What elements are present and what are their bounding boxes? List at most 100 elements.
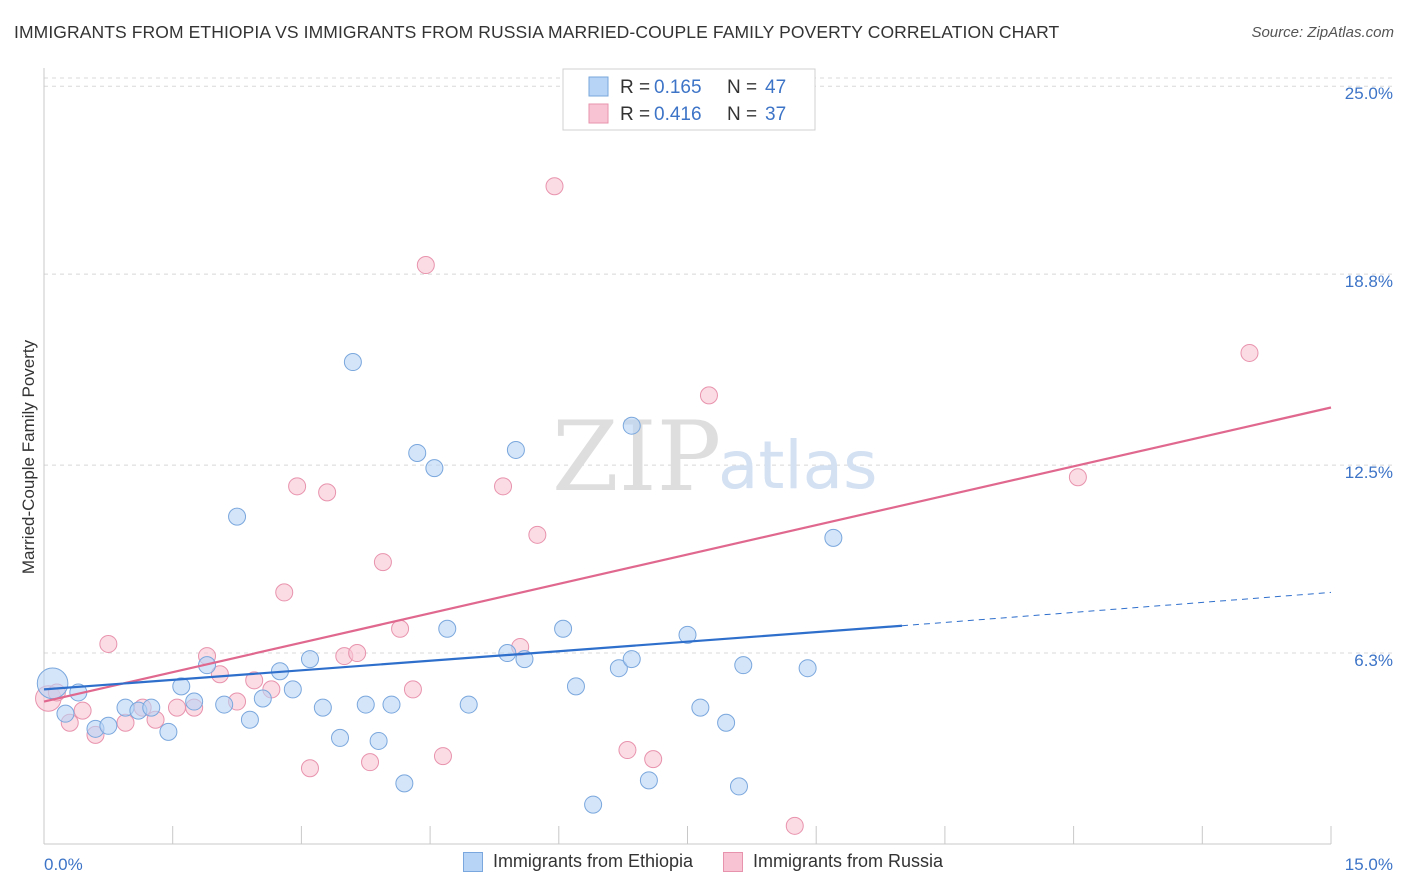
legend-item-russia[interactable]: Immigrants from Russia xyxy=(723,851,943,872)
ethiopia-point xyxy=(356,695,375,714)
legend-n-value-ethiopia: 47 xyxy=(765,77,786,98)
legend-n-value-russia: 37 xyxy=(765,104,786,125)
ethiopia-point xyxy=(622,416,641,435)
russia-point xyxy=(318,483,337,502)
russia-point xyxy=(99,634,118,653)
russia-point xyxy=(391,619,410,638)
ethiopia-point xyxy=(331,728,350,747)
legend-r-label: R = xyxy=(620,104,650,125)
ethiopia-point xyxy=(717,713,736,732)
russia-point xyxy=(494,477,513,496)
ethiopia-point xyxy=(584,795,603,814)
source-label: Source: ZipAtlas.com xyxy=(1251,24,1394,41)
legend-box: R = 0.165 N = 47 R = 0.416 N = 37 xyxy=(562,68,816,131)
ethiopia-point xyxy=(300,650,319,669)
chart-title: IMMIGRANTS FROM ETHIOPIA VS IMMIGRANTS F… xyxy=(14,22,1060,42)
russia-point xyxy=(433,747,452,766)
russia-point xyxy=(210,665,229,684)
ethiopia-point xyxy=(691,698,710,717)
russia-point xyxy=(73,701,92,720)
ethiopia-point xyxy=(498,644,517,663)
ethiopia-point xyxy=(438,619,457,638)
gridlines xyxy=(44,77,1394,654)
bottom-legend: Immigrants from Ethiopia Immigrants from… xyxy=(0,851,1406,872)
russia-point xyxy=(245,671,264,690)
legend-n-label: N = xyxy=(727,77,757,98)
russia-point xyxy=(699,386,718,405)
russia-point xyxy=(300,759,319,778)
ethiopia-point xyxy=(99,716,118,735)
russia-trend-line xyxy=(43,406,1332,703)
ethiopia-point xyxy=(824,528,843,547)
ethiopia-point xyxy=(185,692,204,711)
ethiopia-point xyxy=(240,710,259,729)
y-tick-labels: 6.3% 12.5% 18.8% 25.0% xyxy=(1345,84,1393,670)
legend-n-label: N = xyxy=(727,104,757,125)
russia-point xyxy=(361,753,380,772)
legend-swatch-russia xyxy=(588,103,609,124)
russia-point xyxy=(644,750,663,769)
y-tick-label: 6.3% xyxy=(1354,651,1393,670)
x-tick-label-min: 0.0% xyxy=(44,855,83,874)
ethiopia-point xyxy=(313,698,332,717)
russia-point xyxy=(403,680,422,699)
ethiopia-point xyxy=(343,353,362,372)
ethiopia-point xyxy=(395,774,414,793)
ethiopia-point xyxy=(36,667,69,700)
legend-swatch-ethiopia xyxy=(462,851,483,872)
ethiopia-point xyxy=(142,698,161,717)
ethiopia-trend-extension xyxy=(901,591,1332,627)
russia-point xyxy=(618,741,637,760)
ethiopia-point xyxy=(554,619,573,638)
ethiopia-point xyxy=(506,440,525,459)
legend-r-value-russia: 0.416 xyxy=(654,104,702,125)
ethiopia-point xyxy=(622,650,641,669)
ethiopia-point xyxy=(639,771,658,790)
ethiopia-point xyxy=(228,507,247,526)
ethiopia-point xyxy=(382,695,401,714)
legend-item-ethiopia[interactable]: Immigrants from Ethiopia xyxy=(462,851,694,872)
ethiopia-point xyxy=(215,695,234,714)
ethiopia-point xyxy=(253,689,272,708)
y-tick-label: 25.0% xyxy=(1345,84,1393,103)
ethiopia-point xyxy=(283,680,302,699)
ethiopia-point xyxy=(459,695,478,714)
x-tick-label-max: 15.0% xyxy=(1345,855,1393,874)
russia-point xyxy=(1068,468,1087,487)
russia-point xyxy=(116,713,135,732)
russia-point xyxy=(348,644,367,663)
russia-point xyxy=(275,583,294,602)
trend-lines xyxy=(43,406,1332,703)
russia-point xyxy=(167,698,186,717)
ethiopia-trend-line xyxy=(43,624,903,691)
russia-point xyxy=(416,256,435,275)
ethiopia-point xyxy=(369,731,388,750)
ethiopia-point xyxy=(729,777,748,796)
ethiopia-point xyxy=(734,656,753,675)
russia-point xyxy=(545,177,564,196)
y-tick-label: 18.8% xyxy=(1345,272,1393,291)
russia-point xyxy=(373,553,392,572)
legend-r-value-ethiopia: 0.165 xyxy=(654,77,702,98)
ethiopia-point xyxy=(408,443,427,462)
ethiopia-point xyxy=(56,704,75,723)
russia-point xyxy=(1240,343,1259,362)
ethiopia-point xyxy=(172,677,191,696)
russia-point xyxy=(528,525,547,544)
ethiopia-point xyxy=(566,677,585,696)
ethiopia-point xyxy=(798,659,817,678)
ethiopia-points xyxy=(36,353,843,814)
axes xyxy=(43,68,1332,845)
legend-label-russia: Immigrants from Russia xyxy=(753,851,944,871)
russia-point xyxy=(288,477,307,496)
legend-swatch-russia xyxy=(723,851,744,872)
ethiopia-point xyxy=(609,659,628,678)
watermark: ZIP atlas xyxy=(552,401,878,513)
ethiopia-point xyxy=(678,625,697,644)
y-tick-label: 12.5% xyxy=(1345,463,1393,482)
watermark-zip: ZIP xyxy=(552,401,721,513)
russia-point xyxy=(785,816,804,835)
watermark-atlas: atlas xyxy=(718,427,878,504)
legend-label-ethiopia: Immigrants from Ethiopia xyxy=(492,851,694,871)
